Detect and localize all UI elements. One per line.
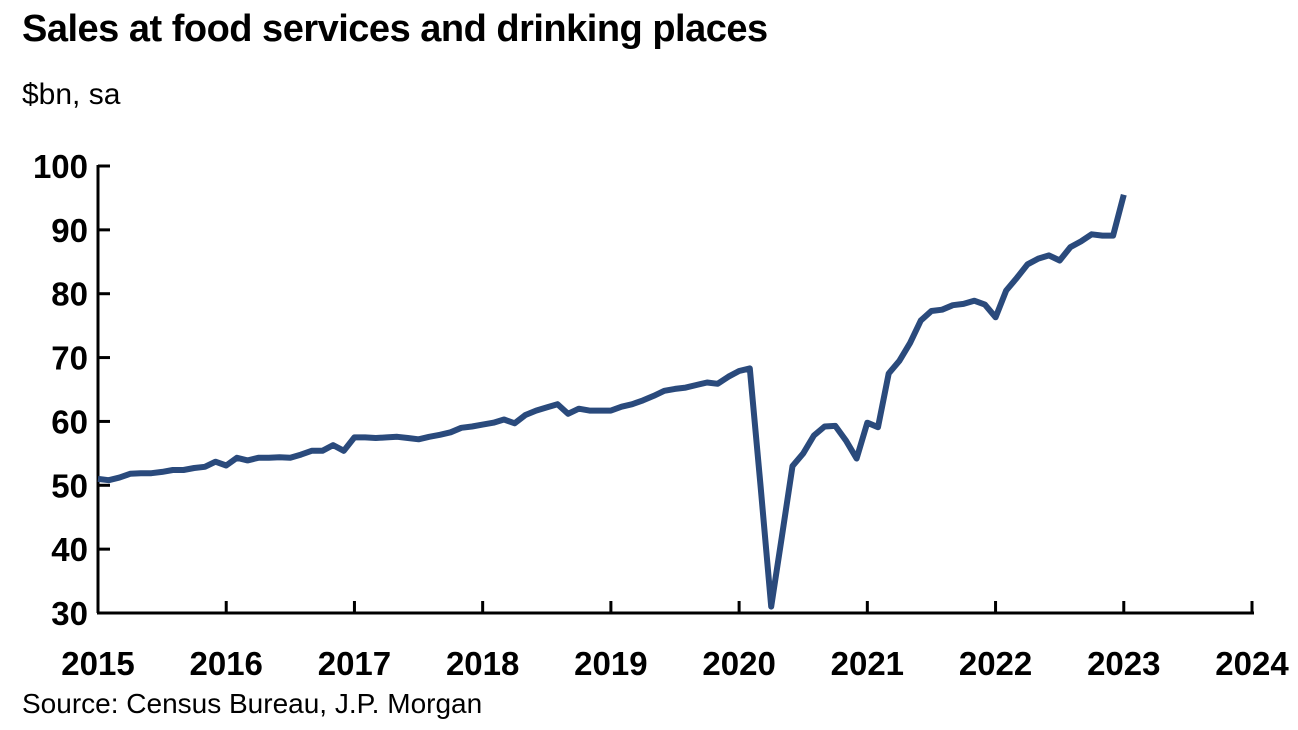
chart-title: Sales at food services and drinking plac… xyxy=(22,8,768,50)
y-tick-label: 80 xyxy=(51,276,88,313)
x-tick-label: 2015 xyxy=(61,645,134,682)
y-tick-label: 70 xyxy=(51,340,88,377)
y-tick-label: 60 xyxy=(51,403,88,440)
y-axis-ticks: 30 40 50 60 70 80 90 100 xyxy=(33,148,110,632)
chart-subtitle: $bn, sa xyxy=(22,78,121,111)
x-axis-ticks: 2015 2016 2017 2018 2019 2020 2021 2022 2023 2024 xyxy=(61,601,1289,682)
x-tick-label: 2022 xyxy=(959,645,1032,682)
x-tick-label: 2020 xyxy=(702,645,775,682)
y-tick-label: 90 xyxy=(51,212,88,249)
series-line xyxy=(97,193,1127,610)
y-tick-label: 30 xyxy=(51,595,88,632)
x-tick-label: 2024 xyxy=(1215,645,1289,682)
series-layer xyxy=(97,193,1127,610)
x-tick-label: 2019 xyxy=(574,645,647,682)
x-tick-label: 2017 xyxy=(318,645,391,682)
y-tick-label: 100 xyxy=(33,148,88,185)
y-tick-label: 50 xyxy=(51,467,88,504)
chart-source: Source: Census Bureau, J.P. Morgan xyxy=(22,688,483,719)
x-tick-label: 2021 xyxy=(831,645,904,682)
x-tick-label: 2018 xyxy=(446,645,519,682)
x-tick-label: 2023 xyxy=(1087,645,1160,682)
x-tick-label: 2016 xyxy=(190,645,263,682)
y-tick-label: 40 xyxy=(51,531,88,568)
